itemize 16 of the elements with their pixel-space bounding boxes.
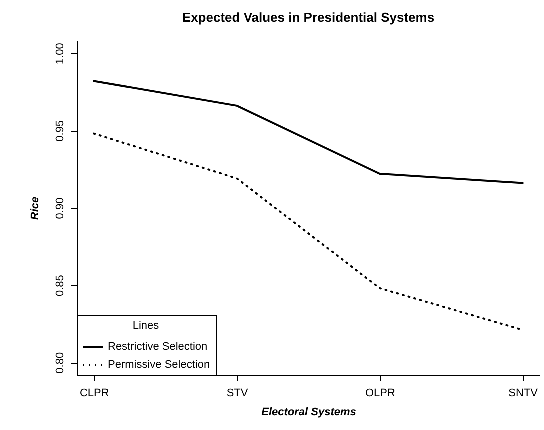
legend-label: Restrictive Selection	[108, 341, 208, 353]
x-tick-label: OLPR	[365, 388, 396, 400]
y-tick-label: 0.95	[54, 120, 66, 142]
y-tick-label: 0.85	[54, 275, 66, 297]
y-tick-label: 0.90	[54, 198, 66, 220]
x-tick-label: SNTV	[508, 388, 539, 400]
y-axis-title: Rice	[30, 196, 42, 220]
legend-title: Lines	[132, 320, 160, 332]
x-axis-title: Electoral Systems	[262, 406, 356, 418]
x-tick-label: STV	[226, 388, 249, 400]
y-tick-label: 1.00	[54, 43, 66, 65]
chart-title: Expected Values in Presidential Systems	[182, 10, 435, 25]
legend-label: Permissive Selection	[108, 359, 210, 371]
line-series	[93, 80, 524, 184]
x-tick-label: CLPR	[80, 388, 110, 400]
y-tick-label: 0.80	[54, 352, 66, 374]
